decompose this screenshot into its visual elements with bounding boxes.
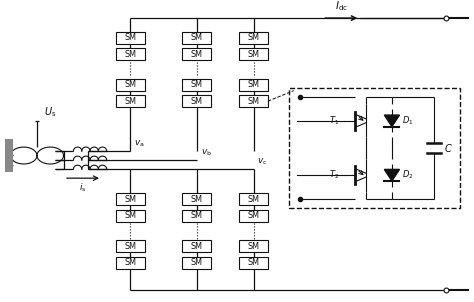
Bar: [182, 193, 211, 205]
Text: SM: SM: [124, 211, 137, 220]
Text: SM: SM: [247, 50, 260, 59]
Text: $I_{\rm dc}$: $I_{\rm dc}$: [335, 0, 348, 13]
Text: $v_{\rm a}$: $v_{\rm a}$: [134, 139, 145, 149]
Bar: [182, 210, 211, 222]
Text: $i_{\rm s}$: $i_{\rm s}$: [79, 182, 87, 194]
Text: SM: SM: [247, 242, 260, 251]
Bar: [289, 88, 460, 208]
Bar: [5, 139, 13, 172]
Bar: [116, 79, 145, 91]
Polygon shape: [384, 169, 400, 181]
Text: SM: SM: [247, 195, 260, 204]
Text: SM: SM: [247, 211, 260, 220]
Bar: [239, 32, 268, 44]
Text: SM: SM: [191, 97, 203, 106]
Bar: [239, 257, 268, 269]
Text: SM: SM: [247, 33, 260, 42]
Text: SM: SM: [191, 211, 203, 220]
Text: $T_1$: $T_1$: [328, 114, 339, 127]
Bar: [239, 193, 268, 205]
Text: SM: SM: [124, 258, 137, 267]
Bar: [116, 257, 145, 269]
Text: $D_2$: $D_2$: [402, 169, 414, 182]
Bar: [239, 95, 268, 107]
Text: $v_{\rm b}$: $v_{\rm b}$: [201, 148, 211, 158]
Bar: [182, 79, 211, 91]
Text: SM: SM: [124, 50, 137, 59]
Bar: [239, 210, 268, 222]
Text: SM: SM: [191, 33, 203, 42]
Text: SM: SM: [124, 242, 137, 251]
Bar: [239, 48, 268, 60]
Bar: [239, 79, 268, 91]
Polygon shape: [384, 115, 400, 127]
Bar: [116, 210, 145, 222]
Text: $D_1$: $D_1$: [402, 114, 414, 127]
Text: SM: SM: [191, 258, 203, 267]
Text: SM: SM: [247, 258, 260, 267]
Text: $T_2$: $T_2$: [328, 169, 339, 182]
Text: SM: SM: [247, 80, 260, 89]
Text: SM: SM: [124, 195, 137, 204]
Text: SM: SM: [191, 80, 203, 89]
Text: SM: SM: [191, 242, 203, 251]
Bar: [182, 257, 211, 269]
Text: SM: SM: [247, 97, 260, 106]
Text: SM: SM: [191, 195, 203, 204]
Text: SM: SM: [124, 97, 137, 106]
Text: $v_{\rm c}$: $v_{\rm c}$: [257, 157, 268, 167]
Bar: [182, 95, 211, 107]
Text: SM: SM: [124, 80, 137, 89]
Bar: [116, 240, 145, 252]
Bar: [239, 240, 268, 252]
Bar: [182, 240, 211, 252]
Bar: [116, 48, 145, 60]
Bar: [116, 193, 145, 205]
Bar: [116, 95, 145, 107]
Bar: [182, 48, 211, 60]
Text: SM: SM: [191, 50, 203, 59]
Bar: [182, 32, 211, 44]
Text: $C$: $C$: [444, 142, 453, 154]
Bar: [116, 32, 145, 44]
Text: $U_{\rm s}$: $U_{\rm s}$: [44, 105, 56, 119]
Text: SM: SM: [124, 33, 137, 42]
